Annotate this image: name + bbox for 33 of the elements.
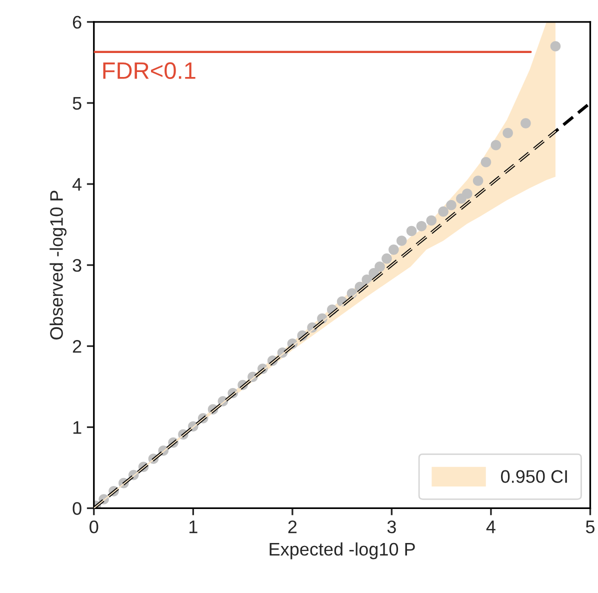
point xyxy=(550,41,561,52)
point xyxy=(426,215,437,226)
point xyxy=(490,140,502,150)
x-axis-title: Expected -log10 P xyxy=(270,542,415,560)
x-tick-label: 1 xyxy=(190,520,198,534)
point xyxy=(502,128,513,138)
x-tick-label: 4 xyxy=(486,520,496,534)
point xyxy=(382,253,392,264)
point xyxy=(396,236,407,246)
point xyxy=(388,244,399,255)
point xyxy=(406,226,417,236)
y-tick-label: 0 xyxy=(72,502,82,515)
point xyxy=(446,200,456,210)
x-tick-label: 2 xyxy=(288,520,297,534)
y-tick-label: 1 xyxy=(73,421,82,434)
y-tick-label: 4 xyxy=(72,178,82,191)
x-tick-label: 0 xyxy=(90,520,98,534)
x-tick-label: 5 xyxy=(586,520,594,534)
y-tick-label: 6 xyxy=(72,16,82,29)
ref-line-label: FDR<0.1 xyxy=(103,62,196,79)
point xyxy=(480,156,492,168)
point xyxy=(462,188,472,199)
y-tick-label: 3 xyxy=(72,259,82,272)
point xyxy=(472,176,484,186)
y-tick-label: 5 xyxy=(72,97,82,110)
y-axis-title: Observed -log10 P xyxy=(50,190,66,340)
point xyxy=(374,262,385,272)
y-tick-label: 2 xyxy=(72,340,82,353)
legend-label: 0.950 CI xyxy=(501,470,567,483)
point xyxy=(520,118,531,128)
point xyxy=(416,221,427,232)
x-tick-label: 3 xyxy=(387,520,396,534)
point xyxy=(438,206,448,217)
